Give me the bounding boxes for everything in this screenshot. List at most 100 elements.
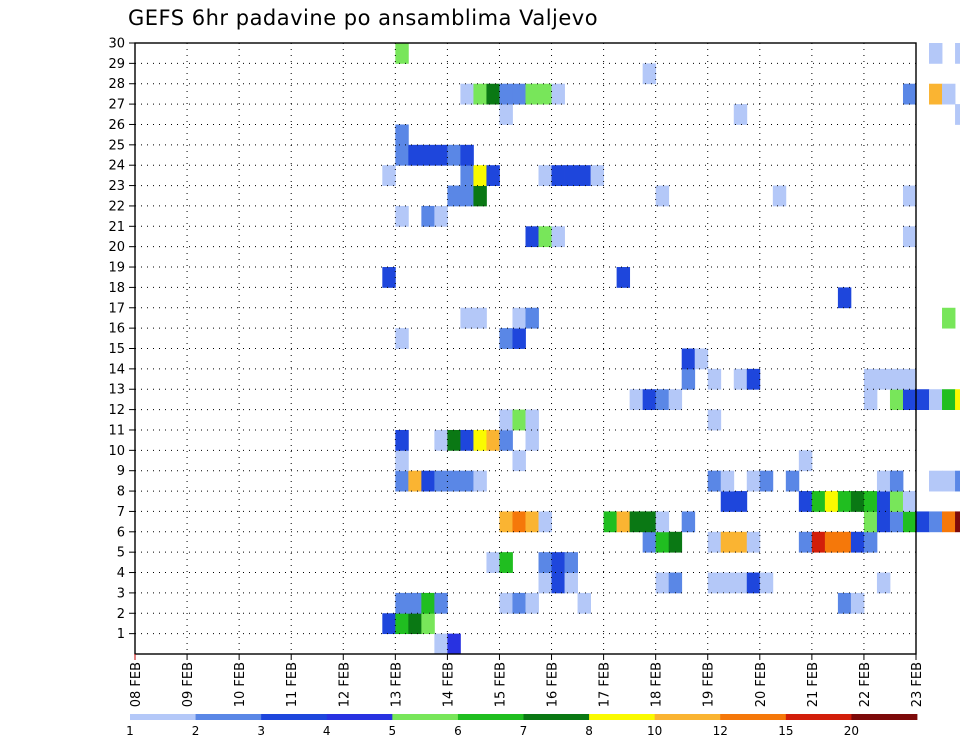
y-tick-label: 2 [117,607,125,622]
data-cell [408,592,422,614]
x-tick-label: 11 FEB [285,662,300,707]
data-cell [460,429,474,451]
data-cell [746,470,761,492]
colorbar-swatch [130,714,196,720]
y-tick-label: 14 [108,362,125,377]
y-tick-label: 17 [108,301,125,316]
y-tick-label: 16 [108,322,125,337]
data-cell [525,409,539,431]
data-cell [486,165,500,186]
data-cell [642,389,657,410]
data-cell [395,450,409,472]
data-cell [942,307,956,329]
data-cell [798,491,813,512]
data-cell [395,43,409,64]
data-cell [486,429,500,451]
y-tick-label: 11 [108,423,125,438]
data-cell [863,491,878,512]
data-cell [681,511,696,533]
data-cell [942,83,956,105]
colorbar-swatch [326,714,393,720]
data-cell [395,470,409,492]
data-cell [733,572,748,594]
data-cell [395,429,409,451]
data-cell [694,348,709,370]
y-tick-label: 6 [117,525,125,540]
data-cell [720,470,735,492]
data-cell [473,165,487,186]
data-cell [929,83,943,105]
data-cell [525,307,539,329]
y-tick-label: 9 [117,464,125,479]
data-cell [863,511,878,533]
data-cell [942,389,956,410]
data-cell [746,368,761,390]
data-cell [798,450,813,472]
y-tick-label: 26 [108,118,125,133]
colorbar-swatch [785,714,852,720]
data-cell [499,104,513,125]
data-cell [499,552,513,573]
data-cell [434,144,448,166]
data-cell [916,511,930,533]
data-cell [668,389,683,410]
data-cell [902,226,917,248]
data-cell [499,409,513,431]
data-cell [382,267,396,288]
data-cell [408,613,422,635]
x-tick-label: 17 FEB [598,662,613,707]
data-cell [538,552,552,573]
x-tick-label: 19 FEB [702,662,717,707]
data-cell [720,491,735,512]
data-cell [707,572,722,594]
data-cell [889,470,904,492]
data-cell [473,470,487,492]
colorbar-swatch [589,714,656,720]
y-tick-label: 18 [108,281,125,296]
data-cell [408,470,422,492]
data-cell [525,83,539,105]
data-cell [434,470,448,492]
x-tick-label: 10 FEB [233,662,248,707]
data-cell [655,389,670,410]
data-cell [863,389,878,410]
data-cell [473,307,487,329]
data-cell [395,613,409,635]
data-cell [902,368,917,390]
data-cell [564,572,578,594]
data-cell [447,470,461,492]
data-cell [772,185,787,207]
data-cell [434,592,448,614]
data-cell [876,491,891,512]
data-cell [551,226,565,248]
colorbar-label: 8 [585,724,593,738]
colorbar-swatch [457,714,524,720]
data-cell [733,104,748,125]
colorbar-swatch [523,714,590,720]
colorbar-swatch [195,714,262,720]
data-cell [460,83,474,105]
data-cell [551,552,565,573]
data-cell [538,511,552,533]
colorbar-label: 5 [389,724,397,738]
data-cell [837,491,852,512]
data-cell [538,226,552,248]
y-tick-label: 4 [117,566,125,581]
x-tick-label: 15 FEB [493,662,508,707]
data-cell [538,83,552,105]
data-cell [642,511,657,533]
data-cell [824,491,839,512]
x-tick-label: 12 FEB [337,662,352,707]
data-cell [955,104,960,125]
colorbar-label: 20 [844,724,859,738]
colorbar-label: 1 [126,724,134,738]
data-cell [577,165,591,186]
data-cell [408,144,422,166]
y-tick-label: 21 [108,220,125,235]
data-cell [590,165,604,186]
data-cell [473,83,487,105]
data-cell [564,165,578,186]
data-cell [447,144,461,166]
